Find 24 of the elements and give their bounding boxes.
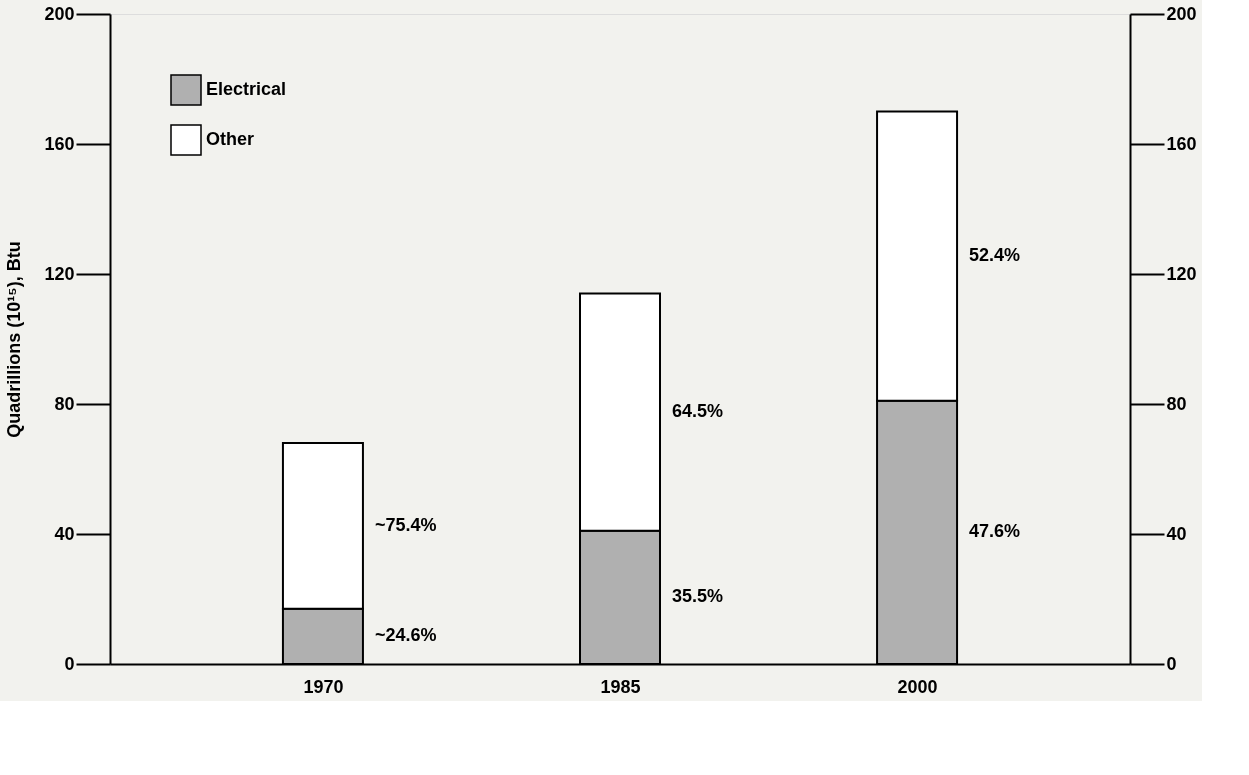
y-tick-label: 0	[64, 653, 75, 674]
y-tick-label: 120	[44, 263, 75, 284]
x-tick-label: 2000	[897, 676, 938, 697]
x-tick-label: 1970	[303, 676, 344, 697]
y-tick-label: 200	[44, 3, 75, 24]
y2-tick-label: 200	[1166, 3, 1197, 24]
annotation: 52.4%	[969, 245, 1021, 266]
y2-tick-label: 120	[1166, 263, 1197, 284]
y-tick-label: 40	[54, 523, 75, 544]
x-tick-label: 1985	[600, 676, 641, 697]
y2-tick-label: 160	[1166, 133, 1197, 154]
y-axis-title: Quadrillions (10¹⁵), Btu	[4, 241, 25, 438]
y-tick-label: 80	[54, 393, 75, 414]
annotation: ~75.4%	[374, 514, 437, 535]
legend-label: Other	[206, 129, 255, 149]
y2-tick-label: 40	[1166, 523, 1187, 544]
y2-tick-label: 80	[1166, 393, 1187, 414]
annotation: 47.6%	[969, 521, 1021, 542]
y2-tick-label: 0	[1166, 653, 1177, 674]
annotation: 64.5%	[672, 401, 724, 422]
y-tick-label: 160	[44, 133, 75, 154]
legend-label: Electrical	[206, 79, 287, 99]
annotation: ~24.6%	[374, 625, 437, 646]
annotation: 35.5%	[672, 586, 724, 607]
